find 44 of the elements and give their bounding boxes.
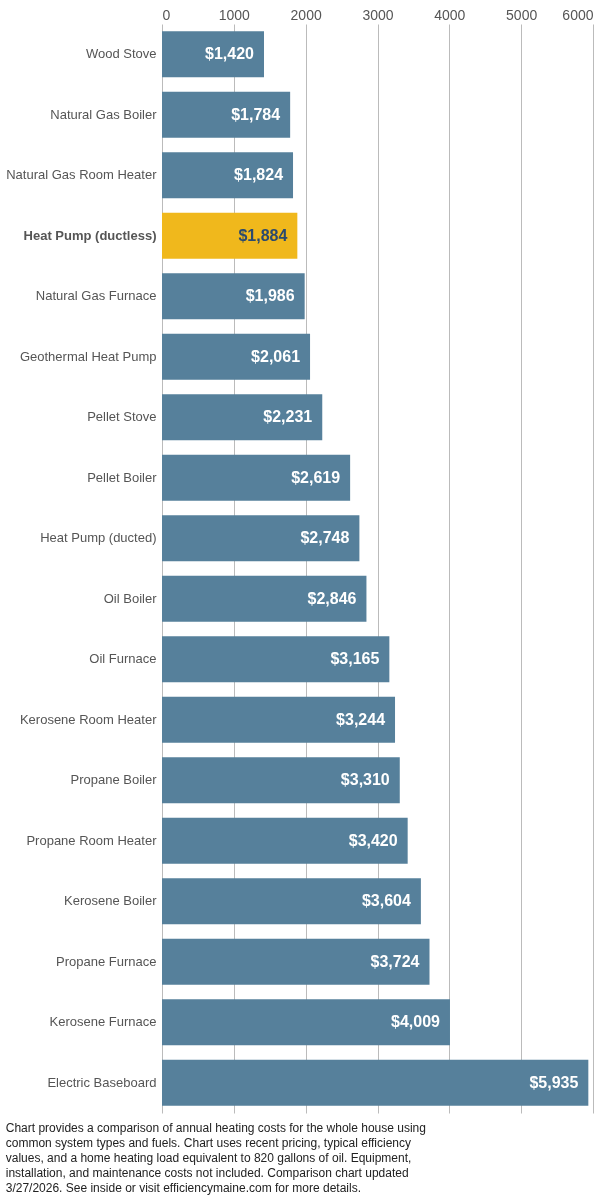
data-label: $3,244 [336, 710, 386, 728]
y-tick-label: Kerosene Furnace [49, 1014, 157, 1030]
y-tick-label: Pellet Stove [87, 409, 157, 425]
y-tick-label: Natural Gas Boiler [50, 106, 158, 122]
text: Chart provides a comparison of annual heating costs for the whole house using common system types and fuels. Chart uses recent pricing, typical efficiency values, and a home heating load equivalent to 820 gallons of oil. Equipment, installation, and maintenance costs not included. Comparison chart updated 3/27/2026. See inside or visit efficiencymaine.com for more details. [5, 1121, 426, 1195]
data-label: $1,784 [231, 105, 281, 123]
data-label: $2,619 [291, 468, 341, 486]
y-tick-label: Natural Gas Room Heater [6, 167, 158, 183]
y-tick-label: Propane Furnace [56, 953, 157, 969]
x-tick-label: 1000 [218, 6, 251, 23]
data-label: $1,986 [245, 287, 295, 305]
data-label: $1,884 [238, 226, 288, 244]
y-tick-label: Heat Pump (ducted) [40, 530, 157, 546]
y-tick-label: Kerosene Room Heater [19, 711, 158, 727]
y-tick-label: Propane Boiler [70, 772, 158, 788]
y-tick-label: Natural Gas Furnace [35, 288, 157, 304]
data-label: $1,420 [205, 45, 255, 63]
data-label: $5,935 [529, 1073, 579, 1091]
x-tick-label: 2000 [290, 6, 322, 23]
y-tick-label: Kerosene Boiler [64, 893, 158, 909]
x-tick-label: 4000 [434, 6, 466, 23]
data-label: $3,165 [330, 650, 380, 668]
data-label: $2,061 [251, 347, 301, 365]
x-tick-label: 6000 [562, 6, 594, 23]
data-label: $3,724 [370, 952, 420, 970]
y-tick-label: Pellet Boiler [87, 469, 158, 485]
data-label: $3,420 [348, 831, 398, 849]
data-label: $2,748 [300, 529, 350, 547]
x-tick-label: 5000 [506, 6, 538, 23]
y-tick-label: Oil Boiler [103, 590, 158, 606]
y-tick-label: Geothermal Heat Pump [19, 348, 157, 364]
x-tick-label: 3000 [362, 6, 394, 23]
data-label: $3,604 [361, 892, 411, 910]
y-tick-label: Electric Baseboard [47, 1074, 157, 1090]
data-label: $4,009 [391, 1013, 441, 1031]
y-tick-label: Propane Room Heater [26, 832, 158, 848]
x-tick-label: 0 [162, 6, 171, 23]
y-tick-label: Oil Furnace [89, 651, 157, 667]
data-label: $1,824 [234, 166, 284, 184]
data-label: $2,846 [307, 589, 357, 607]
data-label: $3,310 [340, 771, 390, 789]
y-tick-label: Heat Pump (ductless) [23, 227, 157, 243]
data-label: $2,231 [263, 408, 313, 426]
y-tick-label: Wood Stove [85, 46, 157, 62]
